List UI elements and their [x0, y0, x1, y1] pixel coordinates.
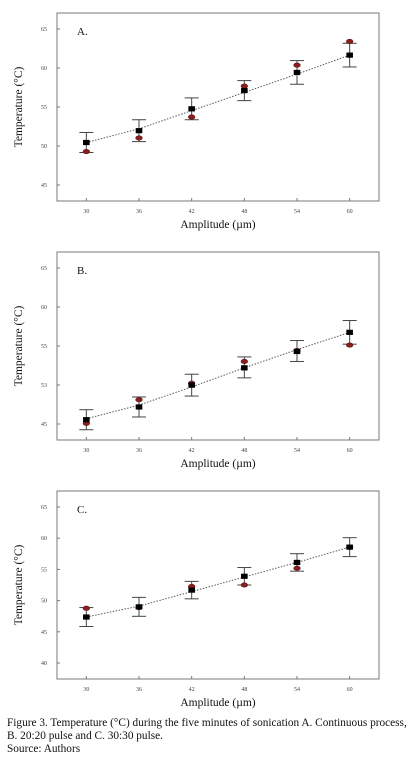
mean-marker: [136, 128, 143, 133]
figure-panels: A. 45 50 55 60 65 30 36 42 48 54 60 Amplitude (µm) Te…: [0, 0, 414, 712]
x-tick-label: 42: [189, 687, 195, 693]
observed-point: [346, 343, 353, 347]
x-tick-label: 30: [83, 209, 89, 215]
panel-label: A.: [77, 26, 88, 38]
mean-marker: [83, 417, 90, 422]
observed-point: [294, 63, 301, 67]
x-tick-label: 48: [241, 209, 247, 215]
x-tick-label: 60: [347, 448, 353, 454]
y-tick-label: 50: [41, 144, 47, 150]
mean-marker: [241, 88, 248, 93]
x-tick-label: 60: [347, 687, 353, 693]
y-tick-label: 45: [41, 630, 47, 636]
x-tick-label: 42: [189, 209, 195, 215]
figure-caption: Figure 3. Temperature (°C) during the fi…: [7, 717, 407, 743]
chart-panel-a: A. 45 50 55 60 65 30 36 42 48 54 60 Amplitude (µm) Te…: [13, 13, 379, 231]
panel-label: C.: [77, 504, 87, 516]
observed-point: [188, 115, 195, 119]
y-axis-label: Temperature (°C): [13, 66, 25, 147]
y-tick-label: 65: [41, 266, 47, 272]
mean-marker: [294, 70, 301, 75]
y-tick-label: 55: [41, 567, 47, 573]
x-tick-label: 36: [136, 448, 142, 454]
mean-marker: [188, 106, 195, 111]
x-axis-label: Amplitude (µm): [180, 458, 255, 470]
x-tick-label: 42: [189, 448, 195, 454]
y-tick-label: 60: [41, 305, 47, 311]
fitted-line: [86, 55, 349, 142]
observed-point: [136, 136, 143, 140]
observed-point: [241, 583, 248, 587]
panel-label: B.: [77, 265, 87, 277]
y-tick-label: 45: [41, 422, 47, 428]
x-tick-label: 30: [83, 448, 89, 454]
mean-marker: [136, 604, 143, 609]
y-axis-label: Temperature (°C): [13, 544, 25, 625]
mean-marker: [346, 330, 353, 335]
figure-source: Source: Authors: [7, 743, 407, 756]
chart-panel-c: C. 40 45 50 55 60 65 30 36 42 48 54 60 Amplitude (µm)…: [13, 491, 379, 709]
mean-marker: [346, 545, 353, 550]
x-tick-label: 48: [241, 687, 247, 693]
mean-marker: [241, 574, 248, 579]
figure-caption-block: Figure 3. Temperature (°C) during the fi…: [7, 717, 407, 757]
mean-marker: [83, 614, 90, 619]
x-tick-label: 30: [83, 687, 89, 693]
y-tick-label: 60: [41, 536, 47, 542]
x-tick-label: 54: [294, 448, 300, 454]
y-axis-label: Temperature (°C): [13, 305, 25, 386]
plot-frame: [57, 252, 379, 440]
observed-point: [346, 39, 353, 43]
x-tick-label: 36: [136, 687, 142, 693]
mean-marker: [294, 349, 301, 354]
x-tick-label: 36: [136, 209, 142, 215]
mean-marker: [136, 404, 143, 409]
mean-marker: [241, 365, 248, 370]
y-tick-label: 40: [41, 661, 47, 667]
y-tick-label: 65: [41, 505, 47, 511]
y-tick-label: 45: [41, 183, 47, 189]
x-tick-label: 54: [294, 209, 300, 215]
observed-point: [241, 84, 248, 88]
y-tick-label: 60: [41, 66, 47, 72]
y-tick-label: 55: [41, 344, 47, 350]
fitted-line: [86, 547, 349, 617]
y-tick-label: 50: [41, 599, 47, 605]
x-tick-label: 54: [294, 687, 300, 693]
plot-frame: [57, 491, 379, 679]
mean-marker: [188, 587, 195, 592]
x-axis-label: Amplitude (µm): [180, 697, 255, 709]
observed-point: [294, 566, 301, 570]
observed-point: [83, 149, 90, 153]
y-tick-label: 55: [41, 105, 47, 111]
observed-point: [136, 397, 143, 401]
mean-marker: [346, 53, 353, 58]
mean-marker: [294, 560, 301, 565]
observed-point: [83, 606, 90, 610]
x-tick-label: 48: [241, 448, 247, 454]
fitted-line: [86, 332, 349, 418]
x-axis-label: Amplitude (µm): [180, 219, 255, 231]
chart-panel-b: B. 45 53 55 60 65 30 36 42 48 54 60 Amplitude (µm) Te…: [13, 252, 379, 470]
y-tick-label: 65: [41, 27, 47, 33]
mean-marker: [188, 383, 195, 388]
y-tick-label: 53: [41, 383, 47, 389]
plot-frame: [57, 13, 379, 201]
observed-point: [241, 359, 248, 363]
x-tick-label: 60: [347, 209, 353, 215]
mean-marker: [83, 140, 90, 145]
